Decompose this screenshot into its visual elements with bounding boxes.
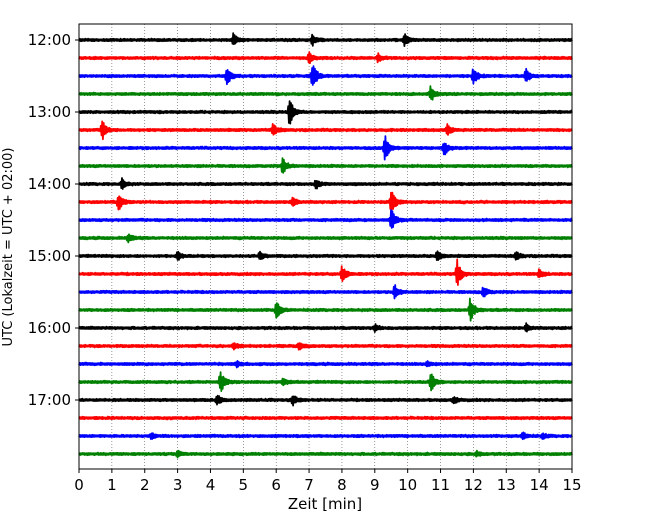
trace-15:45 xyxy=(78,297,573,322)
x-axis-label: Zeit [min] xyxy=(288,495,362,513)
plot-frame xyxy=(78,23,573,470)
trace-17:15 xyxy=(78,415,573,421)
trace-12:00 xyxy=(78,32,573,47)
trace-16:30 xyxy=(78,360,573,369)
trace-16:15 xyxy=(78,342,573,351)
x-tick-label: 14 xyxy=(530,476,549,494)
x-tick-label: 9 xyxy=(370,476,380,494)
x-tick-label: 2 xyxy=(140,476,150,494)
y-axis-label: UTC (Lokalzeit = UTC + 02:00) xyxy=(1,148,16,347)
trace-12:15 xyxy=(78,51,573,65)
trace-13:00 xyxy=(78,100,573,125)
trace-15:15 xyxy=(78,258,573,286)
trace-16:00 xyxy=(78,322,573,333)
trace-14:30 xyxy=(78,209,573,229)
x-axis-ticks: 0 1 2 3 4 5 6 7 8 9 10 11 12 13 14 15 xyxy=(74,469,582,494)
trace-12:30 xyxy=(78,65,573,86)
x-tick-label: 10 xyxy=(398,476,417,494)
trace-14:15 xyxy=(78,191,573,211)
x-tick-label: 1 xyxy=(107,476,117,494)
y-axis-ticks: 12:00 13:00 14:00 15:00 16:00 17:00 xyxy=(28,31,79,409)
trace-16:45 xyxy=(78,371,573,392)
trace-13:15 xyxy=(78,120,573,141)
trace-line xyxy=(78,209,573,229)
x-tick-label: 12 xyxy=(464,476,483,494)
trace-line xyxy=(78,191,573,211)
trace-13:45 xyxy=(78,157,573,174)
trace-17:30 xyxy=(78,431,573,441)
x-tick-label: 5 xyxy=(239,476,249,494)
trace-13:30 xyxy=(78,135,573,161)
trace-line xyxy=(78,258,573,286)
trace-15:30 xyxy=(78,284,573,300)
trace-15:00 xyxy=(78,250,573,261)
seismogram-traces xyxy=(78,32,573,459)
x-tick-label: 13 xyxy=(497,476,516,494)
x-tick-label: 8 xyxy=(337,476,347,494)
x-tick-label: 3 xyxy=(173,476,183,494)
trace-line xyxy=(78,85,573,101)
y-tick-label: 13:00 xyxy=(28,103,71,121)
y-tick-label: 14:00 xyxy=(28,175,71,193)
vertical-gridlines xyxy=(111,24,540,469)
y-tick-label: 16:00 xyxy=(28,319,71,337)
trace-17:45 xyxy=(78,449,573,459)
x-tick-label: 11 xyxy=(431,476,450,494)
trace-17:00 xyxy=(78,394,573,407)
x-tick-label: 0 xyxy=(74,476,84,494)
y-tick-label: 17:00 xyxy=(28,391,71,409)
y-tick-label: 12:00 xyxy=(28,31,71,49)
trace-12:45 xyxy=(78,85,573,101)
x-tick-label: 6 xyxy=(271,476,281,494)
trace-14:45 xyxy=(78,233,573,244)
x-tick-label: 4 xyxy=(206,476,216,494)
y-tick-label: 15:00 xyxy=(28,247,71,265)
x-tick-label: 15 xyxy=(562,476,581,494)
x-tick-label: 7 xyxy=(304,476,314,494)
trace-14:00 xyxy=(78,177,573,190)
